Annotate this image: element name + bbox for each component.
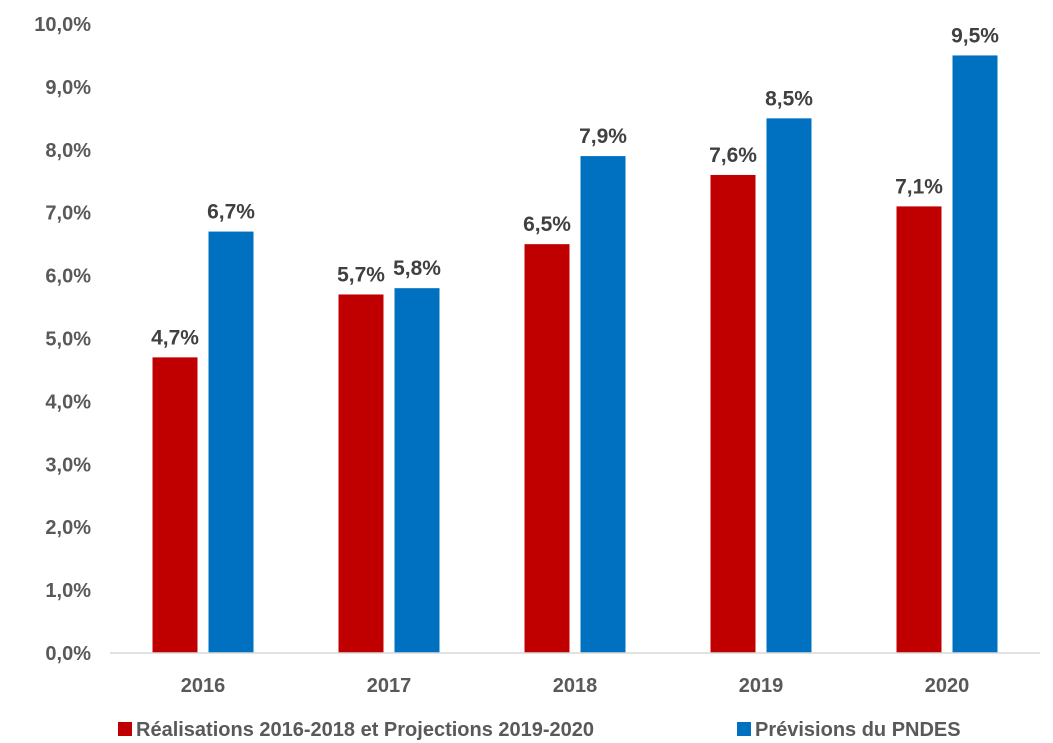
- data-label: 9,5%: [951, 24, 999, 47]
- data-label: 6,7%: [207, 201, 255, 224]
- legend-label: Réalisations 2016-2018 et Projections 20…: [136, 719, 594, 741]
- y-tick-label: 7,0%: [45, 203, 91, 225]
- data-label: 5,7%: [337, 263, 385, 286]
- bar-series-2-2020[interactable]: [952, 55, 998, 653]
- y-tick-label: 1,0%: [45, 580, 91, 602]
- bar-series-1-2018[interactable]: [524, 244, 570, 653]
- x-tick-label: 2017: [367, 675, 412, 697]
- legend[interactable]: Réalisations 2016-2018 et Projections 20…: [118, 719, 961, 741]
- legend-item-series-1[interactable]: Réalisations 2016-2018 et Projections 20…: [118, 719, 594, 741]
- legend-swatch: [118, 722, 132, 736]
- data-label: 5,8%: [393, 257, 441, 280]
- bar-series-1-2016[interactable]: [152, 357, 198, 653]
- bar-series-2-2019[interactable]: [766, 118, 812, 654]
- y-tick-label: 9,0%: [45, 77, 91, 99]
- data-label: 7,1%: [895, 175, 943, 198]
- bar-series-1-2019[interactable]: [710, 174, 756, 653]
- y-axis: 0,0% 1,0% 2,0% 3,0% 4,0% 5,0% 6,0% 7,0% 8,0% 9,0%…: [34, 14, 91, 665]
- y-tick-label: 0,0%: [45, 643, 91, 665]
- y-tick-label: 8,0%: [45, 140, 91, 162]
- bar-series-2-2018[interactable]: [580, 156, 626, 653]
- legend-item-series-2[interactable]: Prévisions du PNDES: [737, 719, 961, 741]
- data-label: 7,9%: [579, 125, 627, 148]
- y-tick-label: 10,0%: [34, 14, 91, 36]
- bar-series-1-2017[interactable]: [338, 294, 384, 653]
- y-tick-label: 2,0%: [45, 517, 91, 539]
- legend-label: Prévisions du PNDES: [755, 719, 961, 741]
- data-label: 7,6%: [709, 144, 757, 167]
- data-label: 6,5%: [523, 213, 571, 236]
- y-tick-label: 4,0%: [45, 391, 91, 413]
- x-tick-label: 2020: [925, 675, 970, 697]
- x-axis: 2016 2017 2018 2019 2020: [181, 675, 970, 697]
- x-tick-label: 2018: [553, 675, 598, 697]
- data-label: 4,7%: [151, 326, 199, 349]
- legend-swatch: [737, 722, 751, 736]
- x-tick-label: 2019: [739, 675, 784, 697]
- bar-series-1-2020[interactable]: [896, 206, 942, 653]
- data-label: 8,5%: [765, 87, 813, 110]
- bar-series-2-2017[interactable]: [394, 288, 440, 653]
- x-tick-label: 2016: [181, 675, 226, 697]
- y-tick-label: 6,0%: [45, 266, 91, 288]
- bars: [152, 55, 998, 654]
- data-labels: 4,7% 6,7% 5,7% 5,8% 6,5% 7,9% 7,6% 8,5% 7,1% 9,5%: [151, 24, 999, 349]
- bar-series-2-2016[interactable]: [208, 231, 254, 653]
- y-tick-label: 5,0%: [45, 329, 91, 351]
- y-tick-label: 3,0%: [45, 454, 91, 476]
